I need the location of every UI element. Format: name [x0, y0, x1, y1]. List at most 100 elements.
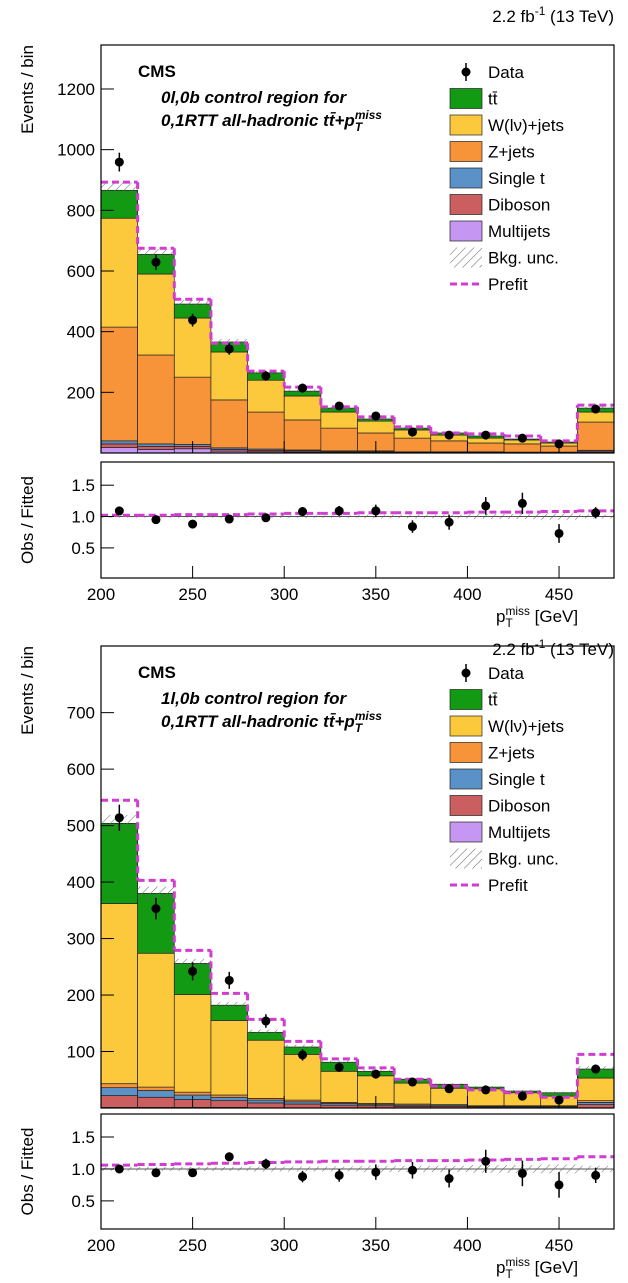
stack-bar	[247, 379, 285, 413]
x-tick-label: 200	[87, 1236, 115, 1255]
sub-part: T	[355, 721, 364, 735]
legend-swatch	[449, 821, 483, 843]
stack-bar	[210, 1096, 248, 1102]
y-axis-title: Events / bin	[18, 45, 37, 134]
plot-frame	[100, 44, 615, 454]
legend-label: Data	[488, 664, 524, 683]
x-tick-label: 250	[178, 1236, 206, 1255]
plot-frame	[100, 1113, 615, 1230]
plot-frame	[100, 645, 615, 1109]
data-point	[261, 1016, 271, 1026]
data-point	[444, 1084, 454, 1094]
stack-bar	[503, 443, 542, 453]
x-tick-label: 300	[270, 1236, 298, 1255]
y-tick-label: 200	[67, 383, 95, 402]
stack-bar	[137, 1086, 175, 1091]
stack-bar	[283, 395, 322, 421]
legend-label: Bkg. unc.	[488, 850, 559, 869]
stack-bar	[247, 1039, 285, 1099]
ratio-point	[261, 1159, 271, 1169]
stack-bar	[210, 399, 248, 449]
y-tick-label: 1.0	[71, 508, 95, 527]
x-tick-label: 200	[87, 585, 115, 604]
legend-label: Data	[488, 63, 524, 82]
ratio-point	[371, 1167, 381, 1177]
y-axis-title: Events / bin	[18, 646, 37, 735]
data-point	[188, 966, 198, 976]
data-point	[114, 157, 124, 167]
x-tick-label: 250	[178, 585, 206, 604]
stack-bar	[100, 447, 138, 454]
data-point	[298, 1050, 308, 1060]
x-tick-label: 450	[545, 585, 573, 604]
stack-bar	[577, 411, 615, 423]
legend-swatch	[449, 220, 483, 242]
legend-label: Prefit	[488, 275, 528, 294]
sup-part: -1	[535, 637, 546, 651]
legend-swatch	[449, 88, 483, 109]
legend-label: Single t	[488, 169, 545, 188]
stack-bar	[100, 217, 138, 328]
stack-bar	[173, 1091, 212, 1096]
x-tick-label: 400	[453, 585, 481, 604]
sub-part: T	[505, 616, 512, 630]
stack-bar	[100, 326, 138, 442]
bkg-unc-band	[210, 338, 248, 346]
y-tick-label: 700	[67, 704, 95, 723]
ratio-point	[554, 528, 564, 538]
y-tick-label: 800	[67, 201, 95, 220]
x-tick-label: 450	[545, 1236, 573, 1255]
y-axis-title: Obs / Fitted	[18, 476, 37, 564]
data-point	[224, 344, 234, 354]
ratio-point	[298, 507, 308, 517]
tail-part: [GeV]	[530, 1258, 578, 1277]
sup-part: -1	[535, 4, 546, 18]
stack-bar	[100, 903, 138, 1085]
legend-data-marker	[461, 668, 471, 678]
ratio-point	[517, 498, 527, 508]
stack-bar	[357, 420, 395, 434]
y-tick-label: 400	[67, 323, 95, 342]
stack-bar	[100, 440, 138, 445]
ratio-point	[188, 1168, 198, 1178]
ratio-point	[591, 508, 601, 518]
ratio-point	[114, 506, 124, 516]
legend-label: Single t	[488, 770, 545, 789]
legend-label: W(lν)+jets	[488, 116, 564, 135]
data-point	[334, 401, 344, 411]
ratio-point	[151, 1168, 161, 1178]
data-point	[188, 315, 198, 325]
x-tick-label: 400	[453, 1236, 481, 1255]
stack-bar	[247, 411, 285, 450]
bkg-unc-band	[430, 1083, 468, 1086]
stack-bar	[320, 427, 358, 452]
y-tick-label: 1000	[57, 141, 95, 160]
stack-bar	[393, 437, 432, 453]
legend-label: tt̄	[488, 691, 498, 710]
bkg-unc-band	[174, 300, 211, 309]
data-point	[517, 1091, 527, 1101]
stack-bar	[100, 1083, 138, 1089]
bkg-unc-band	[210, 1001, 248, 1009]
bkg-unc-band	[247, 1029, 285, 1036]
stack-bar	[320, 411, 358, 429]
label: 2.2 fb-1 (13 TeV)	[492, 637, 614, 659]
stack-bar	[210, 1020, 248, 1096]
legend-swatch	[449, 768, 483, 790]
y-tick-label: 400	[67, 873, 95, 892]
y-tick-label: 200	[67, 986, 95, 1005]
legend-swatch	[449, 715, 483, 737]
legend-label: Diboson	[488, 797, 550, 816]
data-point	[517, 433, 527, 443]
legend-swatch	[449, 114, 483, 136]
data-point	[591, 404, 601, 414]
ratio-point	[298, 1172, 308, 1182]
ratio-point	[224, 514, 234, 524]
stack-bar	[283, 419, 322, 451]
legend-label: tt̄	[488, 90, 498, 109]
ratio-point	[334, 1170, 344, 1180]
stack-bar	[320, 1070, 358, 1103]
text-part: 2.2 fb	[492, 7, 535, 26]
ratio-point	[188, 519, 198, 529]
